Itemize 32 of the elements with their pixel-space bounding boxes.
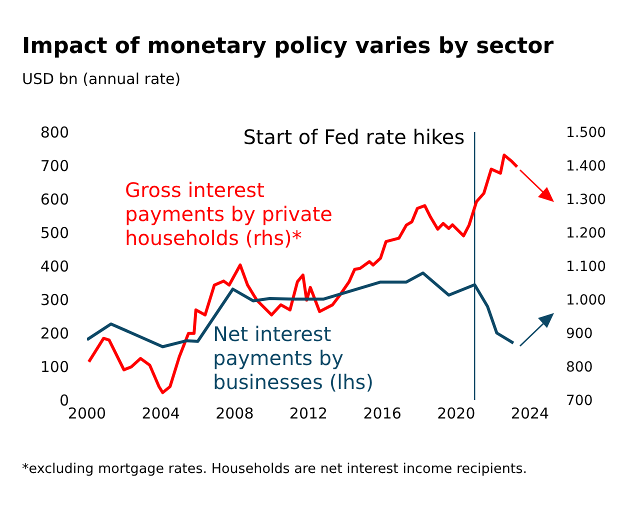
x-tick-label: 2024 — [510, 404, 550, 423]
y-tick-label: 500 — [40, 224, 69, 242]
x-tick-label: 2000 — [68, 404, 106, 423]
y2-tick-label: 1.500 — [566, 124, 606, 141]
series-label: Gross interest payments by private households (rhs)* — [125, 178, 334, 250]
y2-tick-label: 800 — [566, 359, 593, 376]
y2-tick-label: 1.100 — [566, 258, 606, 275]
text: *excluding mortgage rates. Households are net interest income recipients. — [22, 460, 528, 479]
y-tick-label: 800 — [40, 123, 69, 142]
y-tick-label: 200 — [40, 324, 69, 342]
y2-tick-label: 1.000 — [566, 292, 606, 308]
y-tick-label: 0 — [59, 391, 69, 410]
ref-line-label: Start of Fed rate hikes — [243, 125, 465, 149]
x-tick-label: 2012 — [289, 404, 328, 423]
x-tick-label: 2016 — [363, 404, 402, 423]
y2-tick-label: 1.200 — [566, 225, 606, 242]
y2-tick-label: 900 — [566, 326, 593, 342]
y-tick-label: 700 — [40, 156, 69, 175]
y2-tick-label: 1.400 — [566, 158, 606, 174]
y-tick-label: 400 — [40, 257, 69, 276]
y2-tick-label: 1.300 — [566, 192, 606, 208]
x-tick-label: 2008 — [216, 404, 254, 423]
x-tick-label: 2004 — [142, 404, 180, 423]
y-tick-label: 100 — [40, 358, 69, 376]
y-tick-label: 600 — [40, 190, 69, 208]
series-label: Net interest payments by businesses (lhs) — [213, 322, 375, 394]
chart-title: Impact of monetary policy varies by sector — [22, 34, 554, 59]
line-series — [87, 154, 519, 394]
y2-tick-label: 700 — [566, 392, 593, 409]
y-tick-label: 300 — [40, 290, 69, 309]
chart-subtitle: USD bn (annual rate) — [22, 70, 181, 88]
x-tick-label: 2020 — [437, 404, 476, 423]
